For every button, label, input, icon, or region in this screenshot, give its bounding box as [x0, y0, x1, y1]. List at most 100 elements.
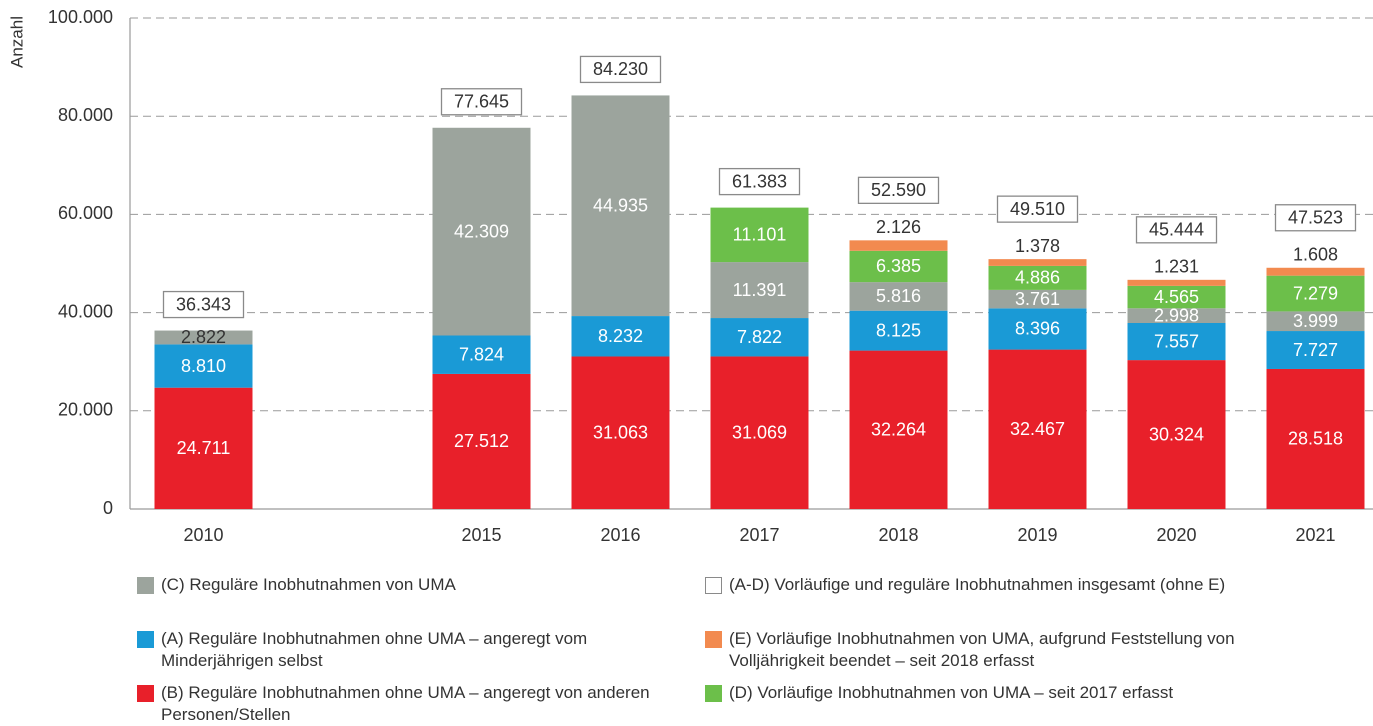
bar-segment	[1127, 285, 1226, 309]
y-tick-label: 60.000	[58, 203, 113, 223]
bar-segment	[849, 350, 948, 509]
value-label: 1.231	[1154, 257, 1199, 277]
value-label: 31.063	[593, 422, 648, 442]
bar-segment	[988, 289, 1087, 309]
value-label: 8.396	[1015, 319, 1060, 339]
bar-segment	[154, 344, 253, 388]
total-label: 77.645	[454, 92, 509, 112]
y-tick-label: 100.000	[48, 7, 113, 27]
x-tick-label: 2015	[461, 525, 501, 545]
value-label: 7.279	[1293, 283, 1338, 303]
value-label: 31.069	[732, 422, 787, 442]
total-box	[1274, 204, 1357, 232]
legend-label: (C) Reguläre Inobhutnahmen von UMA	[161, 575, 456, 594]
value-label: 2.998	[1154, 305, 1199, 325]
x-tick-label: 2019	[1017, 525, 1057, 545]
total-label: 47.523	[1288, 208, 1343, 228]
legend-swatch	[705, 631, 722, 648]
x-tick-label: 2017	[739, 525, 779, 545]
x-tick-label: 2020	[1156, 525, 1196, 545]
total-label: 52.590	[871, 180, 926, 200]
chart: Anzahl 0 20.000 40.000 60.000 80.000 100.000 2…	[7, 7, 1373, 545]
x-tick-label: 2010	[183, 525, 223, 545]
legend-label: (E) Vorläufige Inobhutnahmen von UMA, au…	[729, 629, 1235, 670]
total-box	[579, 55, 662, 84]
legend-swatch	[137, 577, 154, 594]
legend-swatch	[705, 577, 722, 594]
bar-segment	[1266, 311, 1365, 332]
value-label: 32.264	[871, 420, 926, 440]
value-label: 28.518	[1288, 429, 1343, 449]
y-tick-label: 80.000	[58, 105, 113, 125]
value-label: 44.935	[593, 195, 648, 215]
total-label: 61.383	[732, 171, 787, 191]
value-label: 1.378	[1015, 236, 1060, 256]
legend-item: (D) Vorläufige Inobhutnahmen von UMA – s…	[705, 682, 1249, 704]
value-label: 3.999	[1293, 311, 1338, 331]
bar-segment	[154, 387, 253, 509]
bar-segment	[988, 259, 1087, 266]
value-label: 8.810	[181, 356, 226, 376]
bar-segment	[988, 308, 1087, 350]
bar-segment	[1127, 323, 1226, 361]
y-tick-label: 20.000	[58, 400, 113, 420]
total-box	[440, 88, 523, 116]
legend-label: (B) Reguläre Inobhutnahmen ohne UMA – an…	[161, 683, 650, 724]
y-tick-label: 40.000	[58, 301, 113, 321]
total-box	[996, 195, 1079, 223]
value-label: 8.125	[876, 320, 921, 340]
bar-segment	[1127, 279, 1226, 286]
value-label: 24.711	[177, 438, 231, 458]
x-tick-label: 2016	[600, 525, 640, 545]
value-label: 7.557	[1154, 331, 1199, 351]
y-tick-label: 0	[103, 498, 113, 518]
total-label: 49.510	[1010, 199, 1065, 219]
value-label: 30.324	[1149, 424, 1204, 444]
value-label: 8.232	[598, 326, 643, 346]
value-label: 2.126	[876, 217, 921, 237]
legend-label: (A-D) Vorläufige und reguläre Inobhutnah…	[729, 575, 1226, 594]
x-tick-label: 2021	[1295, 525, 1335, 545]
bar-segment	[1266, 267, 1365, 276]
value-label: 42.309	[454, 221, 509, 241]
total-box	[718, 167, 801, 196]
legend-label: (D) Vorläufige Inobhutnahmen von UMA – s…	[729, 683, 1174, 702]
x-tick-label: 2018	[878, 525, 918, 545]
bar-segment	[1127, 360, 1226, 509]
bar-segment	[710, 318, 809, 357]
legend-label: (A) Reguläre Inobhutnahmen ohne UMA – an…	[161, 629, 588, 670]
bar-segment	[849, 282, 948, 311]
legend-item: (A-D) Vorläufige und reguläre Inobhutnah…	[705, 574, 1249, 596]
legend-item: (A) Reguläre Inobhutnahmen ohne UMA – an…	[137, 628, 681, 672]
bar-segment	[432, 127, 531, 336]
bar-segment	[988, 349, 1087, 509]
bar-segment	[154, 330, 253, 345]
value-label: 4.565	[1154, 287, 1199, 307]
bar-segment	[710, 356, 809, 509]
value-label: 4.886	[1015, 268, 1060, 288]
legend-item: (B) Reguläre Inobhutnahmen ohne UMA – an…	[137, 682, 681, 726]
legend-swatch	[137, 685, 154, 702]
bar-segment	[432, 335, 531, 374]
bar-segment	[571, 95, 670, 317]
bar-segment	[571, 316, 670, 357]
value-label: 6.385	[876, 256, 921, 276]
value-label: 1.608	[1293, 245, 1338, 265]
value-label: 11.391	[733, 280, 787, 300]
value-label: 2.822	[181, 327, 226, 347]
value-label: 7.824	[459, 344, 504, 364]
total-box	[162, 290, 245, 319]
bar-segment	[1266, 368, 1365, 509]
value-label: 3.761	[1015, 289, 1060, 309]
total-label: 84.230	[593, 59, 648, 79]
legend-swatch	[705, 685, 722, 702]
bar-segment	[849, 240, 948, 251]
value-label: 27.512	[454, 431, 509, 451]
bar-segment	[1266, 331, 1365, 369]
bar-segment	[1266, 275, 1365, 312]
bar-segment	[988, 265, 1087, 290]
value-label: 7.822	[737, 327, 782, 347]
value-label: 11.101	[733, 225, 787, 245]
bar-segment	[432, 373, 531, 509]
total-label: 36.343	[176, 294, 231, 314]
